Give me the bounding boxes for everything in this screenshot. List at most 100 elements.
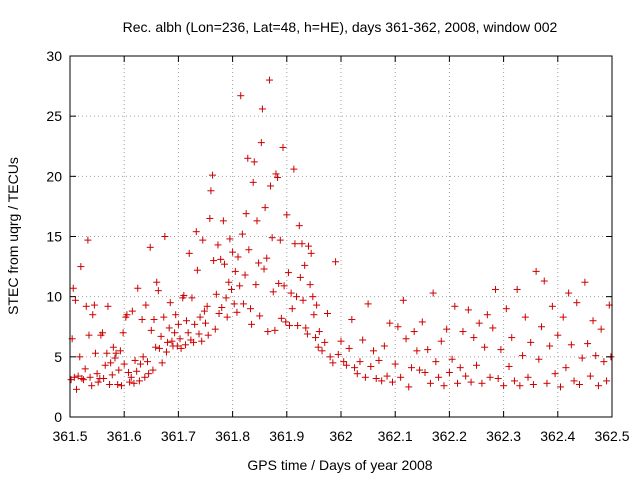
data-point [298, 240, 306, 248]
data-point [223, 313, 231, 321]
data-point [109, 343, 117, 351]
data-point [188, 294, 196, 302]
data-point [394, 323, 402, 331]
data-point [107, 359, 115, 367]
data-point [265, 76, 273, 84]
data-point [174, 320, 182, 328]
data-point [144, 358, 152, 366]
data-point [353, 370, 361, 378]
data-point [502, 305, 510, 313]
data-point [378, 377, 386, 385]
data-point [279, 143, 287, 151]
x-tick-label: 362.4 [540, 428, 575, 444]
data-point [388, 378, 396, 386]
data-point [486, 373, 494, 381]
data-point [210, 257, 218, 265]
data-point [71, 296, 79, 304]
data-point [516, 382, 524, 390]
data-point [470, 334, 478, 342]
data-point [177, 344, 185, 352]
y-tick-label: 10 [46, 289, 62, 305]
data-point [100, 374, 108, 382]
data-point [375, 356, 383, 364]
data-point [150, 316, 158, 324]
data-point [120, 360, 128, 368]
data-point [299, 296, 307, 304]
data-point [510, 377, 518, 385]
x-axis-label: GPS time / Days of year 2008 [247, 457, 432, 473]
data-point [359, 336, 367, 344]
data-point [505, 362, 513, 370]
data-point [296, 273, 304, 281]
x-tick-label: 362.3 [486, 428, 521, 444]
data-point [101, 361, 109, 369]
data-point [418, 318, 426, 326]
data-point [181, 341, 189, 349]
data-point [106, 381, 114, 389]
data-point [269, 288, 277, 296]
data-point [586, 372, 594, 380]
data-point [190, 338, 198, 346]
data-point [557, 383, 565, 391]
data-point [391, 360, 399, 368]
data-point [293, 293, 301, 301]
data-point [473, 361, 480, 369]
data-point [260, 265, 268, 273]
data-point [367, 362, 375, 370]
data-point [578, 354, 586, 362]
data-point [280, 282, 288, 290]
data-point [340, 358, 348, 366]
data-point [84, 236, 92, 244]
data-point [491, 285, 499, 293]
data-point [146, 243, 154, 251]
data-point [426, 379, 434, 387]
data-point [73, 385, 81, 393]
data-point [191, 320, 199, 328]
data-point [237, 92, 245, 100]
data-point [277, 314, 285, 322]
data-point [538, 323, 546, 331]
data-point [123, 311, 131, 319]
y-tick-label: 25 [46, 108, 62, 124]
data-point [89, 311, 97, 319]
data-point [218, 303, 226, 311]
data-point [173, 342, 181, 350]
data-point [286, 322, 294, 330]
x-tick-label: 361.5 [52, 428, 87, 444]
data-point [364, 300, 372, 308]
data-point [209, 171, 217, 179]
data-point [282, 318, 290, 326]
data-point [166, 299, 174, 307]
data-point [147, 326, 155, 334]
data-point [199, 236, 207, 244]
data-point [342, 361, 350, 369]
data-point [291, 240, 299, 248]
data-point [575, 381, 583, 389]
data-point [236, 282, 244, 290]
data-point [242, 210, 250, 218]
data-point [257, 139, 265, 147]
data-point [244, 154, 252, 162]
data-point [287, 289, 295, 297]
data-point [386, 319, 394, 327]
data-point [196, 313, 204, 321]
data-point [304, 242, 312, 250]
data-point [361, 373, 369, 381]
data-point [82, 302, 90, 310]
data-point [380, 342, 388, 350]
data-point [114, 381, 122, 389]
data-point [212, 290, 220, 298]
data-point [301, 261, 309, 269]
data-point [489, 324, 497, 332]
data-point [351, 364, 359, 372]
data-point [440, 382, 448, 390]
data-point [211, 325, 219, 333]
data-point [162, 348, 170, 356]
data-point [115, 366, 123, 374]
data-point [252, 281, 260, 289]
data-point [161, 233, 169, 240]
data-point [134, 284, 142, 292]
x-tick-label: 362.5 [594, 428, 629, 444]
data-point [397, 373, 405, 381]
data-point [149, 366, 157, 374]
